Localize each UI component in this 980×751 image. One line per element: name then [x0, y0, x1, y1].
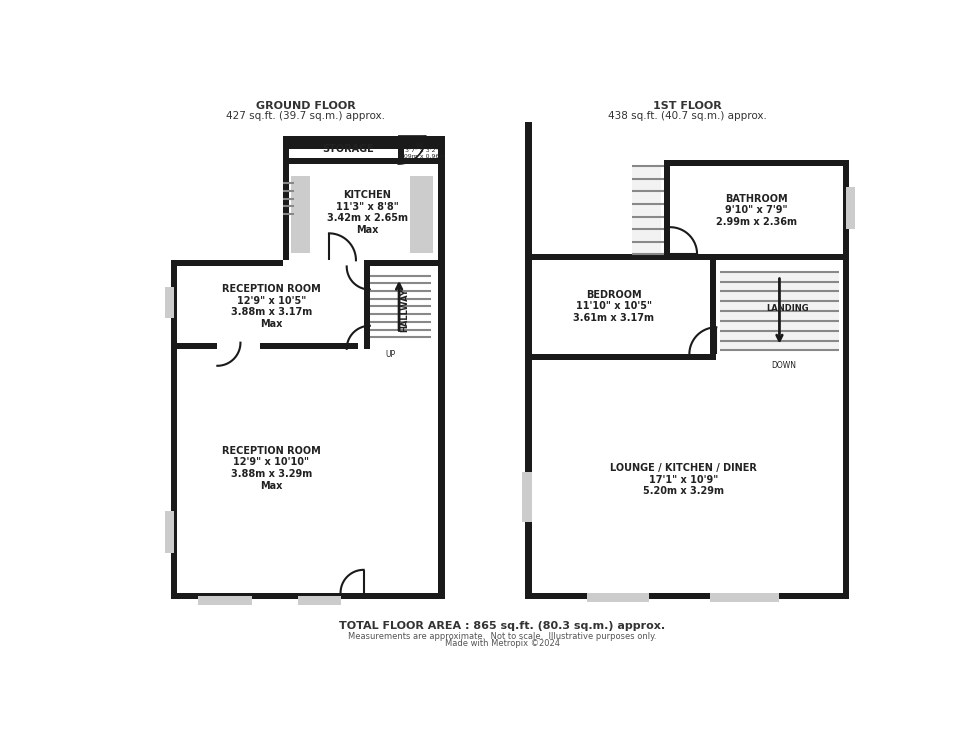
Text: 427 sq.ft. (39.7 sq.m.) approx.: 427 sq.ft. (39.7 sq.m.) approx. [226, 110, 385, 120]
Bar [165, 287, 174, 318]
Bar [172, 593, 438, 599]
Bar [664, 160, 849, 167]
Bar [165, 511, 174, 553]
Bar [438, 137, 445, 164]
Text: LANDING: LANDING [765, 303, 808, 312]
Text: Made with Metropix ©2024: Made with Metropix ©2024 [445, 639, 560, 648]
Text: STORAGE: STORAGE [322, 144, 374, 155]
Bar [710, 261, 716, 360]
Text: BATHROOM
9'10" x 7'9"
2.99m x 2.36m: BATHROOM 9'10" x 7'9" 2.99m x 2.36m [715, 194, 797, 227]
Bar [283, 143, 445, 149]
Bar [298, 596, 341, 605]
Bar [525, 360, 531, 599]
Bar [710, 593, 779, 602]
Text: 438 sq.ft. (40.7 sq.m.) approx.: 438 sq.ft. (40.7 sq.m.) approx. [608, 110, 766, 120]
Bar [664, 160, 670, 261]
Bar [283, 137, 445, 143]
Bar [438, 164, 445, 261]
Bar [525, 122, 531, 360]
Text: RECEPTION ROOM
12'9" x 10'10"
3.88m x 3.29m
Max: RECEPTION ROOM 12'9" x 10'10" 3.88m x 3.… [221, 446, 320, 490]
Bar [846, 187, 855, 230]
Text: HALLWAY: HALLWAY [400, 288, 409, 332]
Bar [218, 342, 260, 349]
Bar [172, 261, 177, 599]
Text: KITCHEN
11'3" x 8'8"
3.42m x 2.65m
Max: KITCHEN 11'3" x 8'8" 3.42m x 2.65m Max [327, 190, 408, 235]
Bar [364, 261, 369, 349]
Bar [198, 596, 252, 605]
Bar [283, 137, 289, 164]
Bar [283, 137, 445, 143]
Bar [438, 137, 445, 261]
Bar [290, 176, 310, 252]
Bar [632, 167, 661, 254]
Text: RECEPTION ROOM
12'9" x 10'5"
3.88m x 3.17m
Max: RECEPTION ROOM 12'9" x 10'5" 3.88m x 3.1… [221, 284, 320, 329]
Bar [177, 342, 359, 349]
Bar [283, 137, 289, 261]
Bar [664, 254, 843, 261]
Text: TOTAL FLOOR AREA : 865 sq.ft. (80.3 sq.m.) approx.: TOTAL FLOOR AREA : 865 sq.ft. (80.3 sq.m… [339, 621, 665, 631]
Bar [172, 261, 283, 267]
Bar [525, 261, 531, 599]
Text: LOUNGE / KITCHEN / DINER
17'1" x 10'9"
5.20m x 3.29m: LOUNGE / KITCHEN / DINER 17'1" x 10'9" 5… [610, 463, 757, 496]
Bar [283, 164, 289, 261]
Bar [525, 354, 710, 360]
Text: BEDROOM
11'10" x 10'5"
3.61m x 3.17m: BEDROOM 11'10" x 10'5" 3.61m x 3.17m [573, 290, 655, 323]
Bar [720, 272, 839, 351]
Text: DOWN: DOWN [771, 361, 796, 370]
Text: WC
3'7" x 3'2"
1.09m x 0.96m: WC 3'7" x 3'2" 1.09m x 0.96m [398, 143, 445, 159]
Bar [283, 158, 445, 164]
Text: UP: UP [385, 350, 396, 359]
Bar [398, 137, 405, 164]
Text: Measurements are approximate.  Not to scale.  Illustrative purposes only.: Measurements are approximate. Not to sca… [348, 632, 657, 641]
Bar [283, 137, 289, 143]
Bar [364, 261, 445, 267]
Bar [525, 593, 843, 599]
Text: GROUND FLOOR: GROUND FLOOR [256, 101, 356, 111]
Bar [438, 261, 445, 599]
Bar [410, 176, 433, 252]
Bar [525, 254, 664, 261]
Bar [843, 160, 849, 599]
Bar [587, 593, 649, 602]
Text: 1ST FLOOR: 1ST FLOOR [653, 101, 721, 111]
Bar [522, 472, 531, 522]
